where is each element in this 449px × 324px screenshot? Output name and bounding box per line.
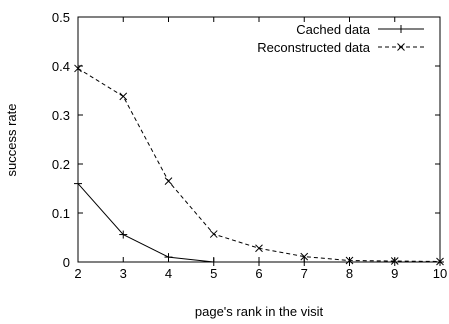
- x-tick-label: 3: [120, 266, 127, 281]
- cross-marker: [74, 64, 82, 73]
- data-point: [119, 92, 128, 101]
- y-tick-label: 0.2: [52, 157, 70, 172]
- data-point: [164, 177, 173, 186]
- data-point: [119, 230, 128, 239]
- data-point: [436, 257, 444, 266]
- data-point: [255, 258, 263, 266]
- data-point: [390, 258, 399, 266]
- series-cached-data: [74, 179, 444, 266]
- y-tick-label: 0: [63, 255, 70, 270]
- series-reconstructed-data: [74, 64, 444, 266]
- legend-label: Reconstructed data: [257, 40, 371, 55]
- y-tick-label: 0.1: [52, 206, 70, 221]
- data-point: [209, 258, 218, 266]
- cross-marker: [436, 257, 444, 266]
- y-tick-label: 0.5: [52, 10, 70, 25]
- cross-marker: [164, 177, 173, 186]
- y-tick-label: 0.4: [52, 59, 70, 74]
- data-point: [345, 256, 354, 265]
- x-tick-label: 2: [74, 266, 81, 281]
- series-line: [77, 68, 441, 263]
- data-point: [255, 244, 263, 253]
- data-point: [74, 179, 82, 188]
- legend-marker: [397, 43, 405, 51]
- data-point: [390, 257, 399, 265]
- cross-marker: [209, 230, 218, 238]
- series-layer: [74, 64, 444, 266]
- x-tick-label: 6: [255, 266, 262, 281]
- data-point: [345, 258, 354, 266]
- x-tick-label: 5: [210, 266, 217, 281]
- legend-marker: [397, 25, 405, 33]
- data-point: [300, 252, 309, 261]
- cross-marker: [397, 43, 405, 51]
- cross-marker: [300, 252, 309, 261]
- legend: Cached data Reconstructed data: [257, 22, 424, 55]
- x-axis: 2 3 4 5 6 7 8 9 10: [74, 17, 447, 281]
- data-point: [74, 64, 82, 73]
- series-line: [77, 183, 440, 263]
- y-tick-label: 0.3: [52, 108, 70, 123]
- y-axis-label: success rate: [4, 104, 19, 177]
- cross-marker: [255, 244, 263, 253]
- cross-marker: [119, 92, 128, 101]
- data-point: [300, 258, 309, 266]
- x-tick-label: 9: [391, 266, 398, 281]
- x-tick-label: 8: [346, 266, 353, 281]
- data-point: [164, 253, 173, 262]
- data-point: [209, 230, 218, 238]
- y-axis: 0 0.1 0.2 0.3 0.4 0.5: [52, 10, 440, 270]
- x-axis-label: page's rank in the visit: [195, 304, 324, 319]
- x-tick-label: 4: [165, 266, 172, 281]
- cross-marker: [390, 257, 399, 265]
- cross-marker: [345, 256, 354, 265]
- legend-label: Cached data: [296, 22, 370, 37]
- x-tick-label: 10: [433, 266, 447, 281]
- x-tick-label: 7: [301, 266, 308, 281]
